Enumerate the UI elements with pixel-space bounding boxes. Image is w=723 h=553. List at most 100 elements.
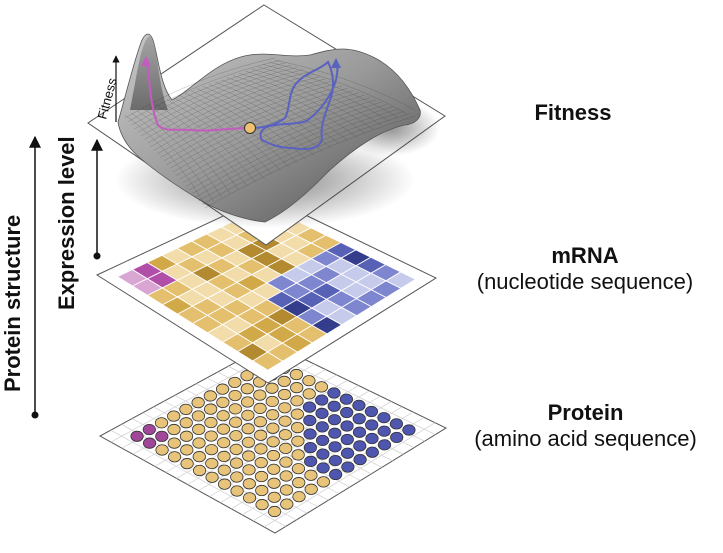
amino-acid-dot [267, 505, 282, 518]
amino-acid-dot [242, 478, 256, 490]
amino-acid-dot [278, 429, 292, 441]
amino-acid-dot [315, 407, 329, 419]
amino-acid-dot [266, 449, 281, 462]
amino-acid-dot [241, 436, 256, 448]
amino-acid-dot [314, 381, 329, 393]
amino-acid-dot [180, 458, 194, 470]
amino-acid-dot [229, 416, 243, 428]
amino-acid-dot [303, 428, 317, 440]
amino-acid-dot [217, 450, 231, 462]
amino-acid-dot [328, 427, 342, 439]
amino-acid-dot [316, 448, 330, 460]
protein-structure-label: Protein structure [0, 214, 25, 392]
grid-line [263, 422, 436, 528]
amino-acid-dot [205, 471, 219, 483]
amino-acid-dot [240, 396, 255, 408]
amino-acid-dot [265, 395, 279, 408]
amino-acid-dot [279, 484, 294, 496]
amino-acid-dot [179, 403, 193, 415]
amino-acid-dot [228, 389, 242, 402]
mrna-layer-label: mRNA (nucleotide sequence) [450, 243, 720, 295]
expression-level-label: Expression level [54, 136, 79, 310]
mesh-line [232, 75, 357, 137]
amino-acid-dot [254, 470, 269, 483]
amino-acid-dot [377, 439, 392, 451]
amino-acid-dot [315, 434, 330, 447]
amino-acid-dot [167, 410, 181, 422]
amino-acid-dot [254, 443, 268, 455]
amino-acid-dot [290, 421, 305, 434]
amino-acid-dot [302, 388, 316, 400]
amino-acid-dot [204, 430, 218, 442]
amino-acid-dot [154, 417, 169, 429]
mesh-line [166, 87, 348, 165]
mesh-line [204, 115, 416, 209]
amino-acid-dot [241, 409, 255, 421]
amino-acid-dot [353, 440, 367, 452]
amino-acid-dot [205, 457, 219, 470]
amino-acid-dot [352, 399, 366, 411]
mesh-line [166, 99, 264, 179]
grid-line [110, 429, 286, 527]
amino-acid-dot [279, 470, 293, 482]
mrna-layer [95, 195, 438, 384]
grid-line [185, 389, 361, 481]
amino-acid-dot [216, 423, 231, 435]
amino-acid-dot [242, 492, 257, 504]
amino-acid-dot [192, 464, 207, 477]
amino-acid-dot [328, 441, 342, 453]
mesh-line [195, 108, 399, 198]
amino-acid-dot [191, 397, 205, 409]
fitness-layer-label: Fitness [513, 100, 633, 126]
mesh-line [179, 97, 371, 180]
amino-acid-dot [155, 430, 169, 442]
mesh-line [140, 69, 304, 137]
mesh-line [238, 73, 365, 133]
amino-acid-dot [228, 376, 242, 389]
amino-acid-dot [267, 477, 281, 489]
amino-acid-dot [390, 431, 404, 444]
blue-path [249, 60, 339, 150]
mesh-line [163, 85, 343, 162]
protein-dots [130, 356, 416, 518]
magenta-path-arrow [141, 56, 151, 66]
amino-acid-dot [329, 468, 343, 481]
amino-acid-dot [340, 420, 354, 432]
amino-acid-dot [167, 437, 181, 449]
amino-acid-dot [265, 382, 279, 394]
amino-acid-dot [377, 425, 391, 437]
start-point [244, 122, 256, 134]
mrna-title: mRNA [551, 243, 619, 268]
mesh-line [147, 74, 315, 144]
mesh-line [176, 94, 365, 176]
amino-acid-dot [254, 429, 268, 441]
mesh-line [153, 78, 326, 151]
mesh-line [256, 66, 390, 122]
protein-layer-label: Protein (amino acid sequence) [448, 400, 723, 452]
mesh-line [226, 77, 348, 141]
amino-acid-dot [267, 491, 281, 503]
mesh-line [160, 101, 256, 183]
expression-level-axis [91, 138, 103, 260]
amino-acid-dot [266, 422, 280, 434]
amino-acid-dot [167, 451, 182, 463]
amino-acid-dot [204, 444, 219, 456]
amino-acid-dot [217, 478, 232, 490]
amino-acid-dot [216, 410, 230, 422]
amino-acid-dot [340, 447, 355, 459]
amino-acid-dot [155, 444, 169, 456]
amino-acid-dot [365, 419, 379, 431]
amino-acid-dot [267, 463, 281, 475]
amino-acid-dot [304, 469, 318, 481]
amino-acid-dot [142, 437, 157, 449]
amino-acid-dot [339, 393, 354, 405]
amino-acid-dot [266, 436, 280, 448]
amino-acid-dot [217, 464, 231, 476]
amino-acid-dot [255, 499, 269, 511]
amino-acid-dot [230, 485, 244, 497]
amino-acid-dot [253, 389, 267, 401]
amino-acid-dot [191, 410, 206, 422]
amino-acid-dot [216, 396, 230, 408]
amino-acid-dot [230, 471, 244, 483]
mesh-line [136, 110, 222, 198]
